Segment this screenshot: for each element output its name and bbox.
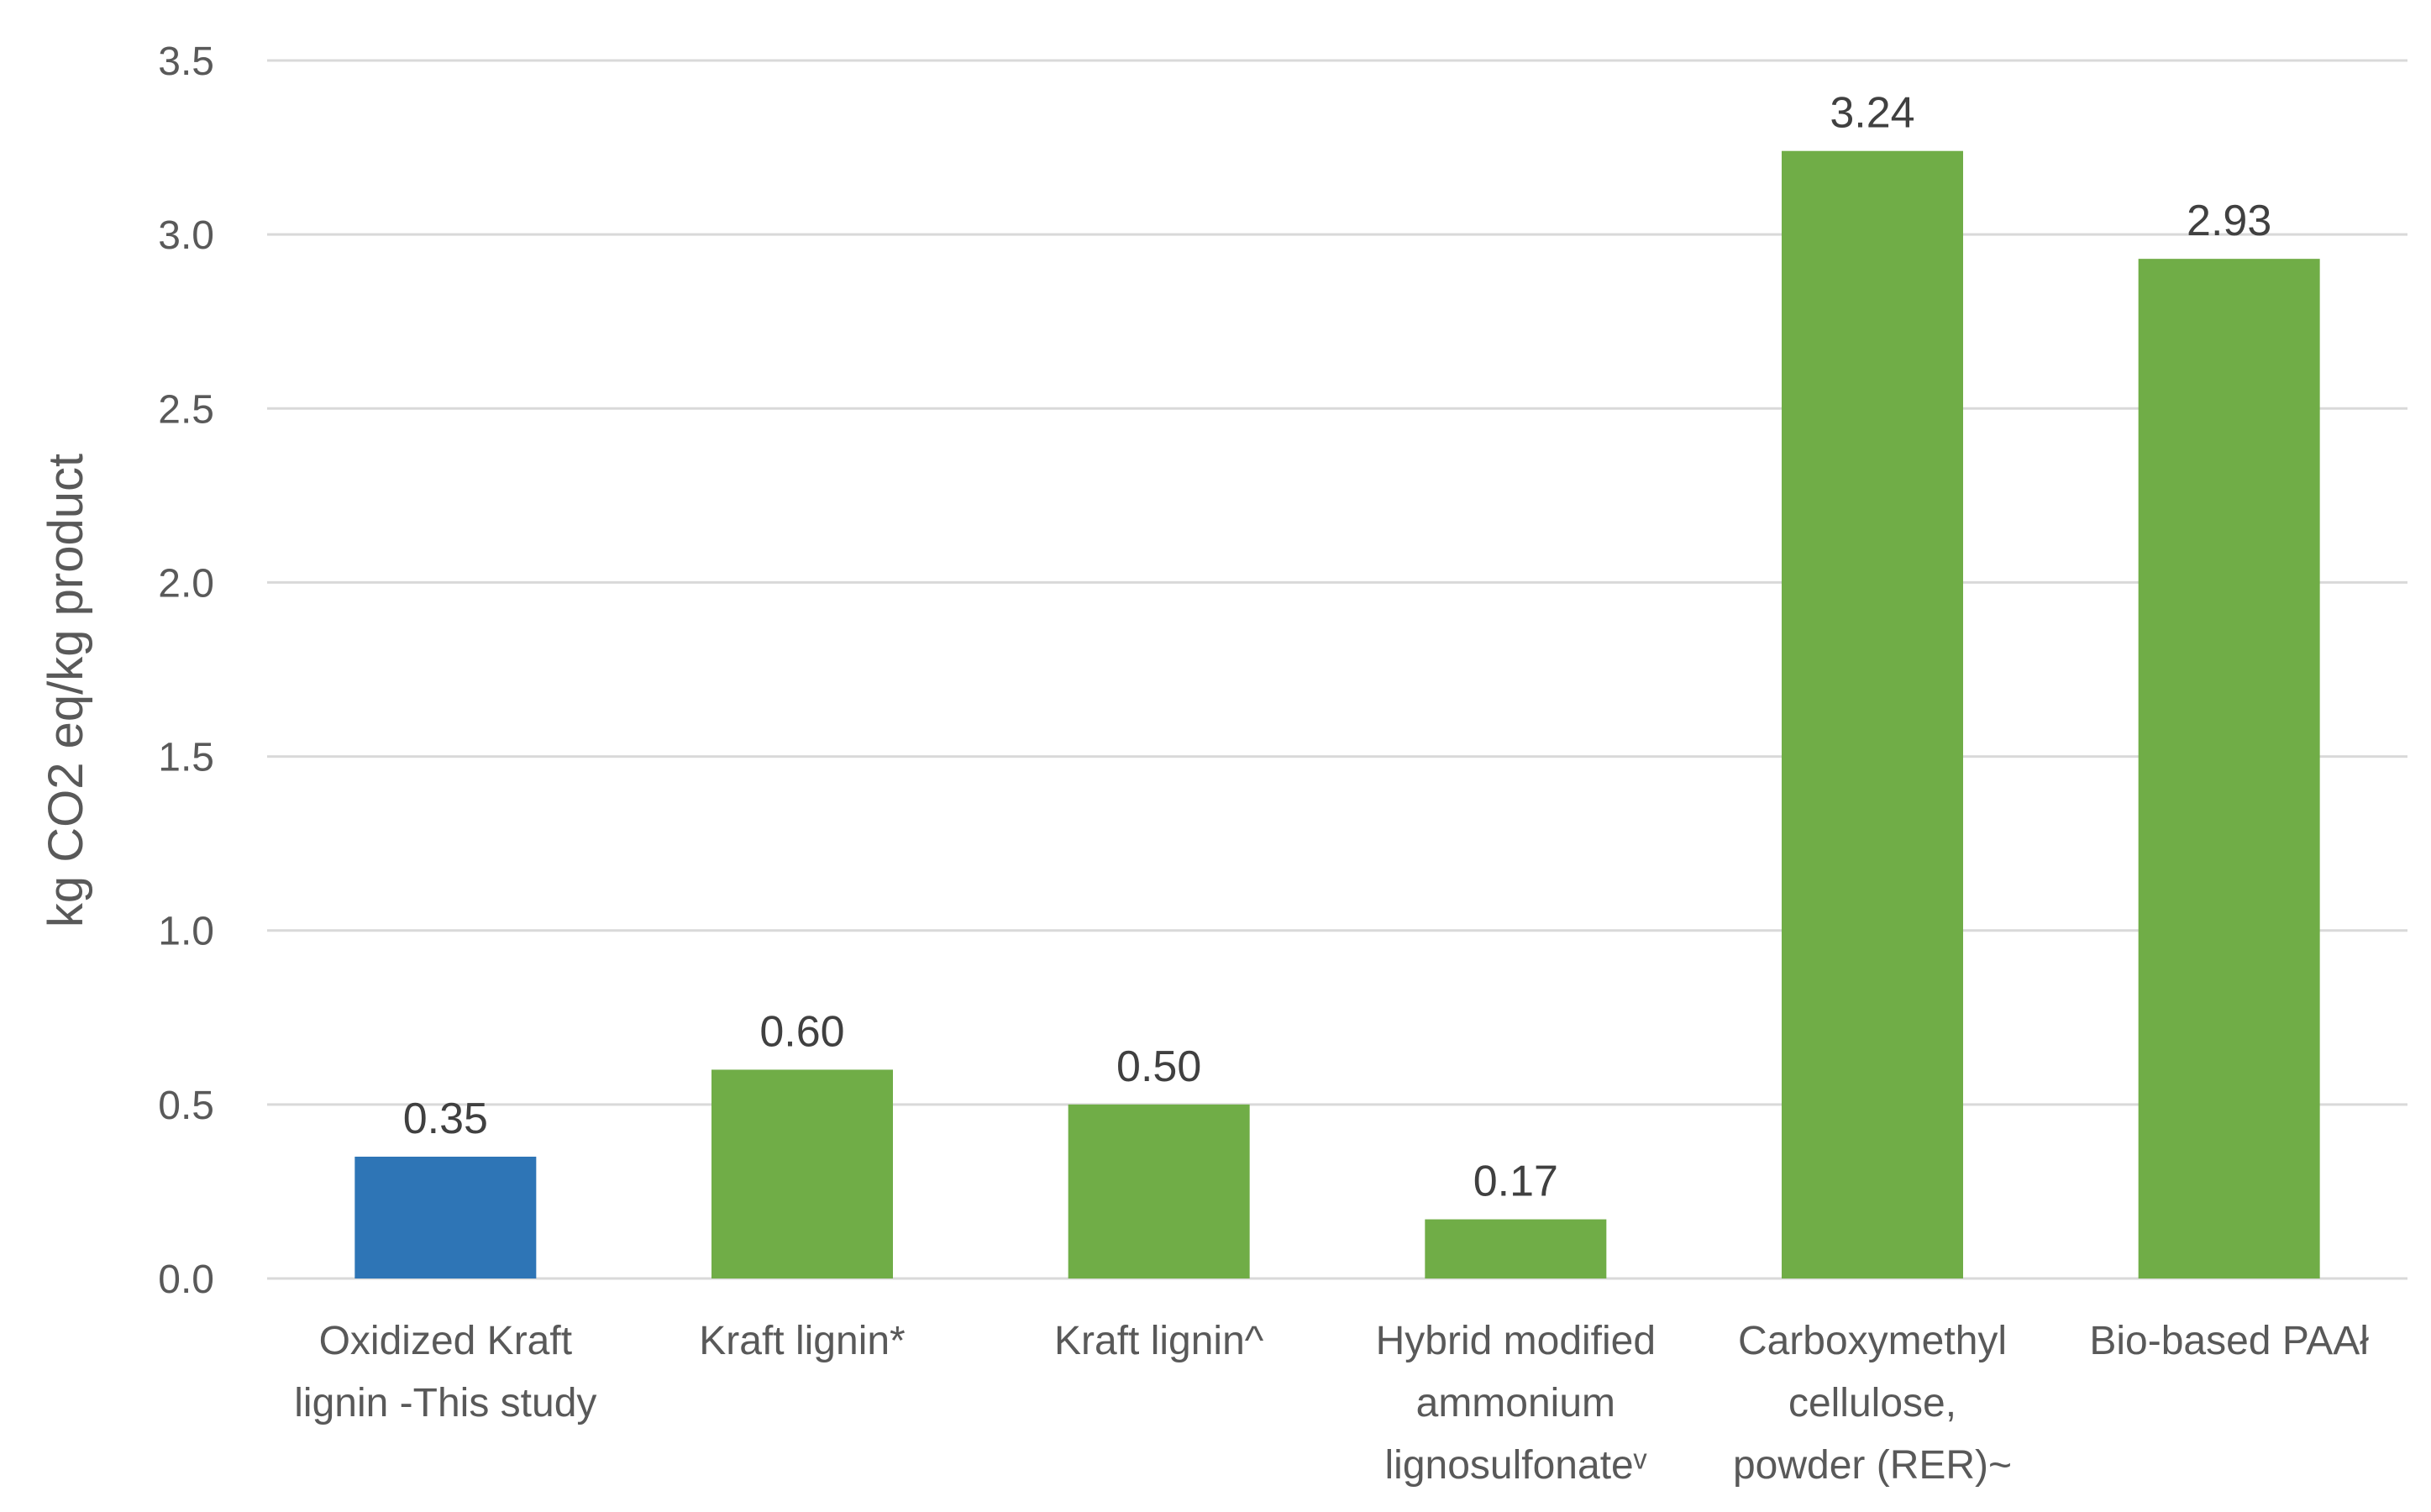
y-tick-label: 2.5: [158, 387, 214, 432]
x-category-label-line: Bio-based PAAł: [2089, 1319, 2369, 1363]
x-category-label: Kraft lignin^: [1054, 1319, 1264, 1363]
x-category-label-line: lignosulfonateᵛ: [1385, 1443, 1647, 1488]
x-category-label: Kraft lignin*: [699, 1319, 905, 1363]
x-category-label-line: ammonium: [1416, 1381, 1615, 1425]
y-axis-ticks: 0.0 0.5 1.0 1.5 2.0 2.5 3.0 3.5: [158, 39, 214, 1302]
bar: [1068, 1104, 1250, 1278]
bars: [354, 150, 2320, 1279]
x-category-label-line: Kraft lignin^: [1054, 1319, 1264, 1363]
x-category-label: Oxidized Kraft lignin -This study: [294, 1319, 596, 1425]
x-category-label-line: cellulose,: [1788, 1381, 1956, 1425]
data-label: 0.60: [759, 1007, 844, 1056]
bar: [354, 1157, 537, 1278]
data-label: 0.35: [403, 1095, 488, 1143]
x-category-label: Hybrid modified ammonium lignosulfonateᵛ: [1376, 1319, 1656, 1488]
data-label: 0.50: [1116, 1042, 1201, 1091]
data-labels: 0.35 0.60 0.50 0.17 3.24 2.93: [403, 89, 2272, 1206]
y-tick-label: 1.5: [158, 736, 214, 780]
x-category-label-line: Carboxymethyl: [1738, 1319, 2007, 1363]
y-tick-label: 0.5: [158, 1084, 214, 1128]
y-tick-label: 1.0: [158, 910, 214, 954]
y-tick-label: 0.0: [158, 1257, 214, 1302]
bar: [1425, 1219, 1607, 1278]
x-axis-categories: Oxidized Kraft lignin -This study Kraft li…: [294, 1319, 2369, 1488]
y-tick-label: 3.5: [158, 39, 214, 84]
bar: [2138, 259, 2320, 1279]
y-tick-label: 2.0: [158, 561, 214, 606]
x-category-label-line: Oxidized Kraft: [319, 1319, 572, 1363]
y-tick-label: 3.0: [158, 213, 214, 258]
y-axis-title: kg CO2 eq/kg product: [39, 454, 93, 927]
data-label: 0.17: [1473, 1158, 1558, 1206]
bar: [711, 1069, 893, 1278]
x-category-label-line: lignin -This study: [294, 1381, 596, 1425]
x-category-label: Bio-based PAAł: [2089, 1319, 2369, 1363]
x-category-label-line: Kraft lignin*: [699, 1319, 905, 1363]
x-category-label: Carboxymethyl cellulose, powder (RER)~: [1733, 1319, 2012, 1488]
gridlines: [267, 59, 2407, 1280]
data-label: 2.93: [2187, 197, 2271, 245]
x-category-label-line: powder (RER)~: [1733, 1443, 2012, 1488]
x-category-label-line: Hybrid modified: [1376, 1319, 1656, 1363]
bar: [1782, 150, 1963, 1279]
data-label: 3.24: [1830, 89, 1914, 138]
